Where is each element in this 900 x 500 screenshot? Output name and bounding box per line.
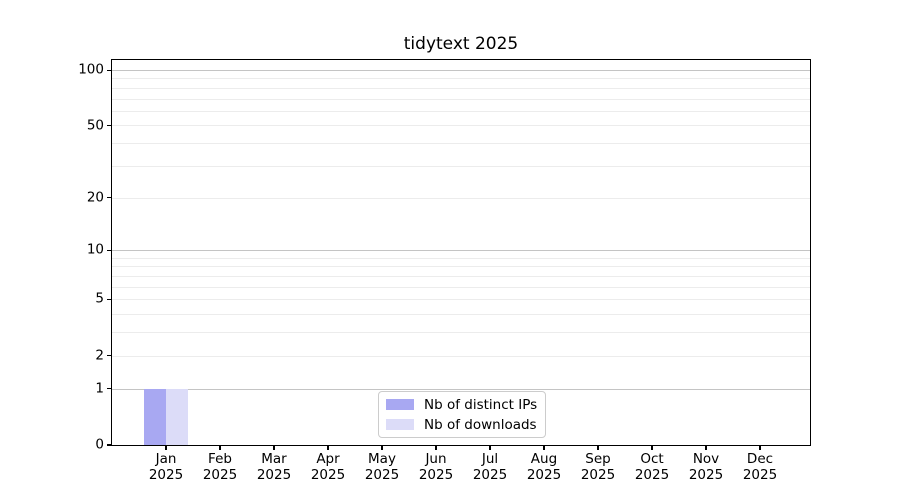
- minor-gridline: [111, 78, 810, 80]
- minor-gridline: [111, 125, 810, 127]
- x-tick-label: Jul 2025: [472, 451, 508, 483]
- legend-label-distinct-ips: Nb of distinct IPs: [424, 396, 538, 413]
- x-tick-label: Dec 2025: [742, 451, 778, 483]
- x-tick: [651, 445, 653, 450]
- x-tick-label: Sep 2025: [580, 451, 616, 483]
- legend-swatch-downloads: [386, 419, 414, 430]
- x-tick: [327, 445, 329, 450]
- x-tick: [219, 445, 221, 450]
- x-tick-label: May 2025: [364, 451, 400, 483]
- minor-gridline: [111, 98, 810, 100]
- minor-gridline: [111, 87, 810, 89]
- x-tick-label: Oct 2025: [634, 451, 670, 483]
- y-tick: [107, 298, 112, 301]
- legend-swatch-distinct-ips: [386, 399, 414, 410]
- y-tick-label: 50: [86, 117, 104, 134]
- major-gridline: [111, 250, 810, 252]
- x-tick: [381, 445, 383, 450]
- minor-gridline: [111, 314, 810, 316]
- bar-downloads: [165, 388, 188, 445]
- x-tick: [543, 445, 545, 450]
- x-tick: [435, 445, 437, 450]
- minor-gridline: [111, 257, 810, 259]
- y-tick-label: 1: [95, 380, 104, 397]
- plot-area: [110, 58, 811, 446]
- x-tick: [597, 445, 599, 450]
- legend-row: Nb of distinct IPs: [379, 397, 545, 413]
- y-tick: [107, 388, 112, 390]
- x-tick: [165, 445, 167, 450]
- minor-gridline: [111, 266, 810, 268]
- minor-gridline: [111, 275, 810, 277]
- y-tick-label: 5: [95, 291, 104, 308]
- x-tick: [489, 445, 491, 450]
- minor-gridline: [111, 165, 810, 167]
- x-tick-label: Nov 2025: [688, 451, 724, 483]
- y-tick: [107, 197, 112, 199]
- minor-gridline: [111, 286, 810, 288]
- x-tick-label: Apr 2025: [310, 451, 346, 483]
- x-tick-label: Feb 2025: [202, 451, 238, 483]
- minor-gridline: [111, 299, 810, 301]
- bar-distinct-ips: [143, 388, 166, 445]
- minor-gridline: [111, 332, 810, 334]
- x-tick-label: Jun 2025: [418, 451, 454, 483]
- major-gridline: [111, 69, 810, 71]
- y-tick: [107, 69, 112, 71]
- minor-gridline: [111, 197, 810, 199]
- x-tick: [273, 445, 275, 450]
- minor-gridline: [111, 355, 810, 357]
- y-tick: [107, 355, 112, 357]
- legend-row: Nb of downloads: [379, 417, 545, 433]
- x-tick: [759, 445, 761, 450]
- y-tick-label: 10: [86, 241, 104, 258]
- y-tick-label: 100: [78, 61, 104, 78]
- x-tick-label: Aug 2025: [526, 451, 562, 483]
- y-tick-label: 2: [95, 347, 104, 364]
- x-tick-label: Jan 2025: [148, 451, 184, 483]
- y-tick-label: 20: [86, 189, 104, 206]
- minor-gridline: [111, 110, 810, 112]
- y-tick: [107, 125, 112, 127]
- x-tick: [705, 445, 707, 450]
- chart-title: tidytext 2025: [403, 34, 519, 54]
- legend-label-downloads: Nb of downloads: [424, 416, 537, 433]
- y-tick: [107, 444, 112, 446]
- major-gridline: [111, 388, 810, 390]
- minor-gridline: [111, 143, 810, 145]
- y-tick-label: 0: [95, 436, 104, 453]
- y-tick: [107, 249, 112, 251]
- legend: Nb of distinct IPs Nb of downloads: [378, 391, 546, 438]
- x-tick-label: Mar 2025: [256, 451, 292, 483]
